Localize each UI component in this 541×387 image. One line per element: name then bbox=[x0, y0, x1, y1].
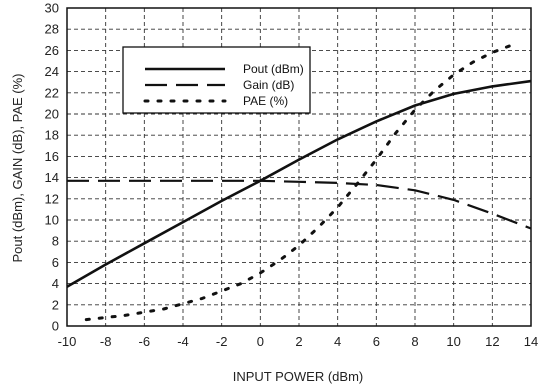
y-tick-label: 0 bbox=[52, 319, 59, 334]
y-axis-title: Pout (dBm), GAIN (dB), PAE (%) bbox=[10, 73, 25, 262]
x-tick-label: 4 bbox=[334, 334, 341, 349]
x-tick-label: 14 bbox=[524, 334, 538, 349]
y-tick-label: 16 bbox=[45, 149, 59, 164]
x-tick-label: 8 bbox=[411, 334, 418, 349]
y-tick-label: 20 bbox=[45, 107, 59, 122]
plot-frame bbox=[66, 7, 532, 327]
legend: Pout (dBm) Gain (dB) PAE (%) bbox=[122, 46, 311, 114]
x-tick-label: 6 bbox=[373, 334, 380, 349]
ticks: -10 -8 -6 -4 -2 0 2 4 6 8 10 12 14024681012141618202… bbox=[45, 1, 539, 350]
legend-box bbox=[122, 46, 311, 114]
y-tick-label: 24 bbox=[45, 64, 59, 79]
x-tick-label: -2 bbox=[216, 334, 228, 349]
y-tick-label: 18 bbox=[45, 128, 59, 143]
y-tick-label: 28 bbox=[45, 22, 59, 37]
y-tick-label: 4 bbox=[52, 276, 59, 291]
y-tick-label: 22 bbox=[45, 85, 59, 100]
x-tick-label: 2 bbox=[295, 334, 302, 349]
y-tick-label: 6 bbox=[52, 255, 59, 270]
x-tick-label: -10 bbox=[58, 334, 77, 349]
x-tick-label: 10 bbox=[446, 334, 460, 349]
x-tick-label: 0 bbox=[257, 334, 264, 349]
x-tick-label: -6 bbox=[139, 334, 151, 349]
x-tick-label: -4 bbox=[177, 334, 189, 349]
y-tick-label: 2 bbox=[52, 297, 59, 312]
legend-label-pae: PAE (%) bbox=[243, 94, 288, 108]
y-tick-label: 26 bbox=[45, 43, 59, 58]
y-tick-label: 10 bbox=[45, 213, 59, 228]
x-tick-label: -8 bbox=[100, 334, 112, 349]
x-axis-title: INPUT POWER (dBm) bbox=[233, 369, 364, 384]
series-gain-line bbox=[67, 179, 532, 230]
series-pae-line bbox=[84, 43, 514, 322]
legend-label-pout: Pout (dBm) bbox=[243, 62, 304, 76]
y-tick-label: 12 bbox=[45, 191, 59, 206]
series-pout-line bbox=[66, 79, 532, 288]
series-layer bbox=[66, 43, 532, 322]
y-tick-label: 8 bbox=[52, 234, 59, 249]
x-tick-label: 12 bbox=[485, 334, 499, 349]
y-tick-label: 30 bbox=[45, 1, 59, 16]
y-tick-label: 14 bbox=[45, 170, 59, 185]
legend-label-gain: Gain (dB) bbox=[243, 78, 294, 92]
